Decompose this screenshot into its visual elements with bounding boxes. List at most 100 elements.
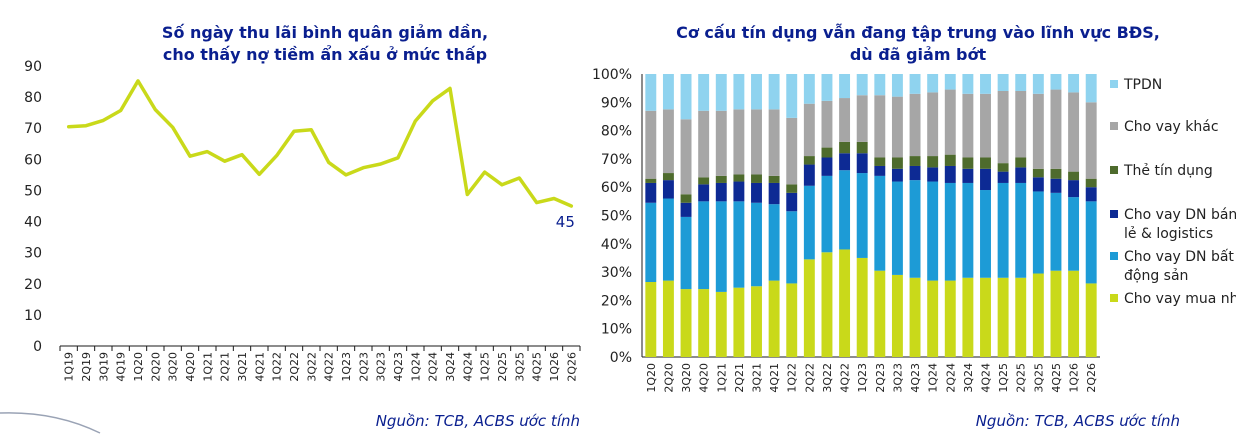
bar-segment	[980, 157, 991, 169]
bar-segment	[891, 181, 903, 275]
bar-segment	[962, 74, 974, 94]
bar-segment	[980, 277, 991, 357]
x-tick-label: 2Q20	[149, 352, 162, 382]
x-tick-label: 1Q25	[997, 363, 1010, 393]
bar-segment	[803, 156, 815, 165]
bar-segment	[927, 74, 939, 93]
x-tick-label: 3Q23	[375, 352, 388, 382]
x-tick-label: 4Q25	[1050, 363, 1063, 393]
x-tick-label: 1Q24	[927, 363, 940, 393]
bar-segment	[839, 98, 851, 142]
legend-swatch	[1110, 80, 1118, 88]
bar-segment	[874, 175, 886, 271]
legend-swatch	[1110, 122, 1118, 130]
x-tick-label: 2Q24	[427, 352, 440, 382]
bar-segment	[1032, 168, 1044, 178]
x-tick-label: 1Q24	[409, 352, 422, 382]
bar-segment	[856, 74, 868, 96]
bar-segment	[786, 117, 798, 185]
x-tick-label: 2Q20	[662, 363, 675, 393]
bar-segment	[751, 109, 762, 175]
bar-segment	[856, 153, 868, 174]
bar-segment	[1015, 74, 1027, 91]
bar-segment	[1085, 187, 1097, 202]
bar-segment	[786, 211, 798, 284]
bar-segment	[1085, 178, 1097, 188]
bar-segment	[1085, 201, 1097, 284]
x-tick-label: 1Q20	[645, 363, 658, 393]
legend-label-line: lẻ & logistics	[1124, 226, 1213, 242]
bar-segment	[768, 109, 780, 176]
bar-segment	[927, 92, 939, 157]
bar-segment	[856, 257, 868, 357]
line-chart-title: Số ngày thu lãi bình quân giảm dần, cho …	[60, 22, 590, 66]
x-tick-label: 2Q26	[565, 352, 578, 382]
bar-segment	[856, 141, 868, 154]
legend-swatch	[1110, 252, 1118, 260]
y-tick-label: 80%	[601, 124, 632, 140]
bar-segment	[944, 89, 956, 155]
bar-segment	[645, 282, 657, 357]
bar-segment	[980, 93, 991, 158]
y-tick-label: 20	[24, 277, 42, 293]
bar-segment	[1050, 178, 1062, 193]
bar-segment	[1050, 168, 1062, 179]
bar-segment	[874, 270, 886, 357]
bar-segment	[997, 90, 1009, 164]
y-tick-label: 0	[33, 339, 42, 355]
bar-segment	[839, 249, 851, 357]
y-tick-label: 60%	[601, 180, 632, 196]
x-tick-label: 1Q23	[856, 363, 869, 393]
bar-segment	[980, 190, 991, 278]
bar-segment	[891, 74, 903, 97]
bar-segment	[1032, 74, 1044, 94]
bar-segment	[786, 74, 798, 118]
x-tick-label: 3Q24	[962, 363, 975, 393]
bar-segment	[927, 167, 939, 182]
x-tick-label: 3Q25	[513, 352, 526, 382]
y-tick-label: 50%	[601, 209, 632, 225]
bar-segment	[662, 280, 674, 357]
x-tick-label: 2Q25	[496, 352, 509, 382]
y-tick-label: 30%	[601, 265, 632, 281]
bar-segment	[1015, 277, 1027, 357]
y-tick-label: 100%	[592, 67, 632, 83]
bar-segment	[909, 156, 921, 166]
bar-segment	[1050, 270, 1062, 357]
bar-segment	[856, 173, 868, 258]
x-tick-label: 3Q24	[444, 352, 457, 382]
y-tick-label: 70%	[601, 152, 632, 168]
legend-label-line: TPDN	[1123, 77, 1162, 93]
bar-segment	[1085, 74, 1097, 103]
bar-segment	[1068, 74, 1080, 93]
bar-segment	[786, 192, 798, 212]
legend-label: Thẻ tín dụng	[1123, 163, 1213, 179]
legend-label-line: Thẻ tín dụng	[1123, 163, 1213, 179]
bar-segment	[962, 93, 974, 158]
bar-segment	[1085, 102, 1097, 179]
bar-segment	[662, 180, 674, 199]
bar-segment	[645, 178, 657, 183]
x-tick-label: 2Q21	[733, 363, 746, 393]
y-tick-label: 50	[24, 183, 42, 199]
y-tick-label: 0%	[610, 350, 632, 366]
bar-segment	[662, 109, 674, 174]
line-series	[66, 79, 574, 208]
bar-segment	[821, 147, 833, 158]
bar-segment	[821, 100, 833, 148]
bar-segment	[680, 194, 692, 203]
x-tick-label: 2Q25	[1015, 363, 1028, 393]
bar-segment	[821, 252, 833, 357]
bar-segment	[962, 157, 974, 169]
bar-segment	[733, 109, 745, 175]
bar-segment	[944, 74, 956, 90]
y-tick-label: 60	[24, 152, 42, 168]
legend-swatch	[1110, 166, 1118, 174]
bar-segment	[839, 141, 851, 154]
bar-segment	[751, 286, 762, 357]
x-tick-label: 2Q23	[357, 352, 370, 382]
bar-segment	[1032, 93, 1044, 169]
x-tick-label: 4Q20	[698, 363, 711, 393]
bar-segment	[803, 185, 815, 260]
bar-segment	[698, 184, 710, 202]
